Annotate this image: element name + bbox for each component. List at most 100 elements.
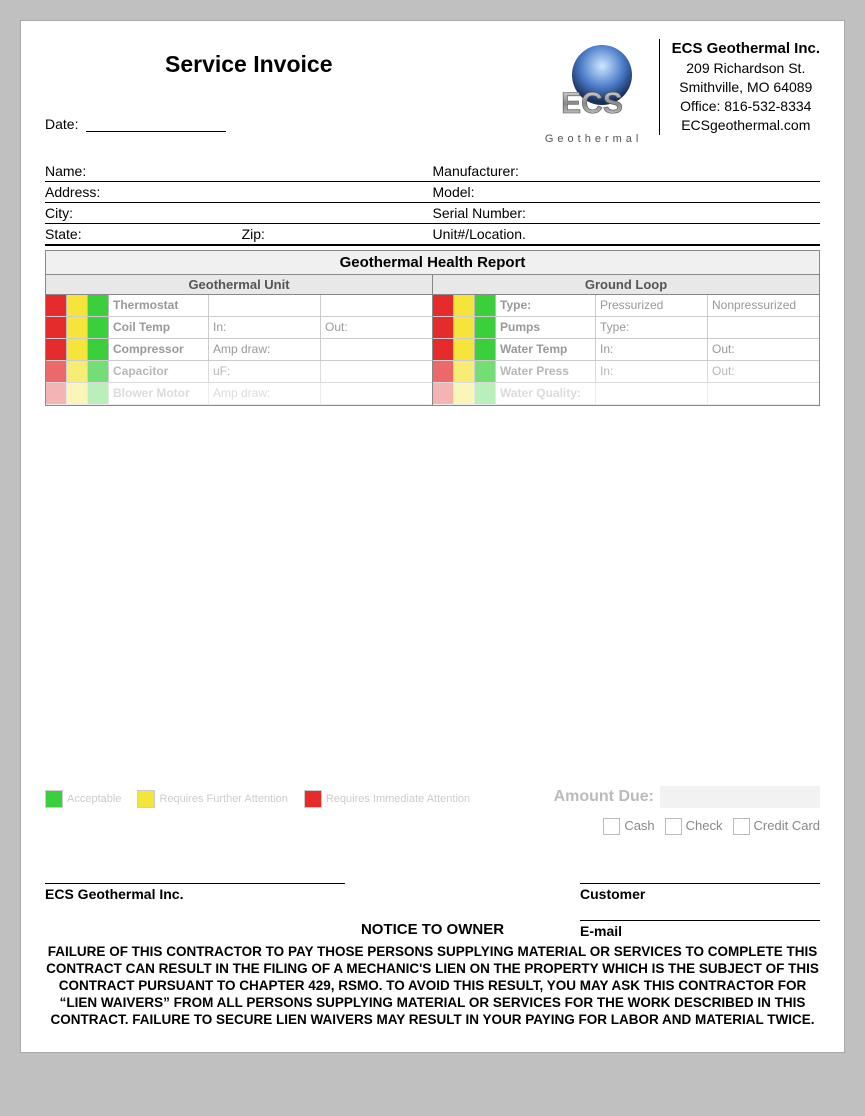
health-row: Coil TempIn:Out: [46, 317, 432, 339]
row-label: Capacitor [109, 361, 209, 382]
health-row: PumpsType: [433, 317, 819, 339]
row-label: Water Quality: [496, 383, 596, 404]
fade-whitespace [45, 406, 820, 786]
check-label: Check [686, 818, 723, 833]
signature-row: ECS Geothermal Inc. Customer [45, 883, 820, 902]
row-val1: Amp draw: [209, 339, 321, 360]
row-val2 [321, 339, 432, 360]
city-label: City: [45, 205, 73, 221]
health-row: CompressorAmp draw: [46, 339, 432, 361]
date-label: Date: [45, 116, 78, 132]
health-row: Water Quality: [433, 383, 819, 405]
row-val1: Amp draw: [209, 383, 321, 404]
ground-loop-col: Ground Loop Type:PressurizedNonpressuriz… [433, 275, 819, 405]
company-phone: Office: 816-532-8334 [672, 97, 820, 116]
date-input-line[interactable] [86, 131, 226, 132]
amount-due-box[interactable] [660, 786, 820, 808]
row-label: Compressor [109, 339, 209, 360]
health-report: Geothermal Health Report Geothermal Unit… [45, 250, 820, 406]
company-addr2: Smithville, MO 64089 [672, 78, 820, 97]
geothermal-unit-col: Geothermal Unit ThermostatCoil TempIn:Ou… [46, 275, 433, 405]
info-row: City: Serial Number: [45, 203, 820, 224]
cash-label: Cash [624, 818, 654, 833]
notice-text: FAILURE OF THIS CONTRACTOR TO PAY THOSE … [45, 944, 820, 1028]
row-val2 [321, 361, 432, 382]
header: Service Invoice Date: [45, 39, 820, 149]
health-report-title: Geothermal Health Report [46, 251, 819, 275]
row-val1: uF: [209, 361, 321, 382]
loop-subtitle: Ground Loop [433, 275, 819, 295]
state-label: State: [45, 226, 82, 242]
row-label: Thermostat [109, 295, 209, 316]
health-row: Blower MotorAmp draw: [46, 383, 432, 405]
health-row: Thermostat [46, 295, 432, 317]
status-ryg[interactable] [46, 295, 109, 316]
svg-text:ECS: ECS [561, 87, 623, 120]
amount-due-label: Amount Due: [554, 788, 654, 806]
row-val2: Out: [708, 361, 819, 382]
health-row: Water TempIn:Out: [433, 339, 819, 361]
row-val2 [708, 383, 819, 404]
unit-label: Unit#/Location. [433, 226, 526, 242]
row-val1: In: [596, 339, 708, 360]
row-label: Blower Motor [109, 383, 209, 404]
title-area: Service Invoice Date: [45, 39, 539, 132]
row-val2 [708, 317, 819, 338]
row-val2 [321, 383, 432, 404]
row-val1 [209, 295, 321, 316]
green-swatch-icon [45, 790, 63, 808]
status-ryg[interactable] [46, 317, 109, 338]
check-checkbox[interactable] [665, 818, 682, 835]
status-ryg[interactable] [46, 339, 109, 360]
payment-row: Cash Check Credit Card [45, 818, 820, 835]
email-signature: E-mail [580, 920, 820, 939]
health-row: Water PressIn:Out: [433, 361, 819, 383]
manufacturer-label: Manufacturer: [433, 163, 519, 179]
info-row: Name: Manufacturer: [45, 161, 820, 182]
status-ryg[interactable] [46, 361, 109, 382]
page-title: Service Invoice [165, 51, 539, 78]
health-row: Type:PressurizedNonpressurized [433, 295, 819, 317]
unit-subtitle: Geothermal Unit [46, 275, 432, 295]
logo-block: ECS Geothermal ECS Geothermal Inc. 209 R… [539, 39, 820, 149]
zip-label: Zip: [242, 226, 265, 242]
status-ryg[interactable] [433, 361, 496, 382]
row-label: Water Temp [496, 339, 596, 360]
company-info: ECS Geothermal Inc. 209 Richardson St. S… [659, 39, 820, 135]
status-ryg[interactable] [433, 317, 496, 338]
model-label: Model: [433, 184, 475, 200]
company-name: ECS Geothermal Inc. [672, 39, 820, 59]
status-ryg[interactable] [433, 383, 496, 404]
row-label: Pumps [496, 317, 596, 338]
yellow-swatch-icon [137, 790, 155, 808]
row-val1: In: [596, 361, 708, 382]
company-web: ECSgeothermal.com [672, 116, 820, 135]
status-ryg[interactable] [433, 295, 496, 316]
red-swatch-icon [304, 790, 322, 808]
row-val1: Type: [596, 317, 708, 338]
row-val2 [321, 295, 432, 316]
row-val1: In: [209, 317, 321, 338]
info-row: State: Zip: Unit#/Location. [45, 224, 820, 246]
row-val2: Out: [321, 317, 432, 338]
row-label: Coil Temp [109, 317, 209, 338]
row-val2: Out: [708, 339, 819, 360]
status-ryg[interactable] [433, 339, 496, 360]
status-ryg[interactable] [46, 383, 109, 404]
serial-label: Serial Number: [433, 205, 526, 221]
company-logo: ECS Geothermal [539, 39, 649, 149]
invoice-page: Service Invoice Date: [20, 20, 845, 1053]
row-val1 [596, 383, 708, 404]
cash-checkbox[interactable] [603, 818, 620, 835]
row-label: Type: [496, 295, 596, 316]
name-label: Name: [45, 163, 86, 179]
address-label: Address: [45, 184, 100, 200]
row-val1: Pressurized [596, 295, 708, 316]
legend-acceptable: Acceptable [67, 793, 121, 805]
customer-signature: Customer [580, 883, 820, 902]
logo-subtext: Geothermal [545, 133, 642, 145]
cc-checkbox[interactable] [733, 818, 750, 835]
company-signature: ECS Geothermal Inc. [45, 883, 345, 902]
date-row: Date: [45, 116, 539, 132]
row-val2: Nonpressurized [708, 295, 819, 316]
